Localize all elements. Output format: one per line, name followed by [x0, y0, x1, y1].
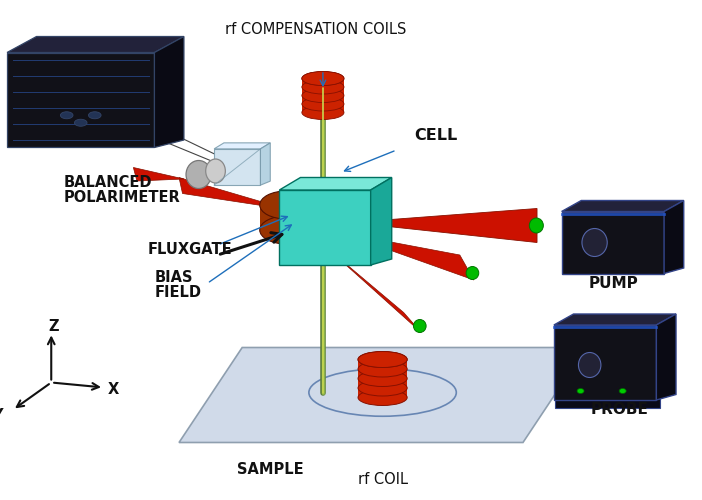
Polygon shape [358, 378, 407, 388]
Polygon shape [358, 360, 407, 369]
Text: FLUXGATE: FLUXGATE [147, 242, 232, 258]
Ellipse shape [358, 361, 407, 377]
Polygon shape [279, 190, 371, 265]
Text: Z: Z [49, 319, 59, 334]
Polygon shape [351, 208, 537, 242]
Polygon shape [554, 314, 676, 325]
Polygon shape [7, 52, 154, 148]
Polygon shape [133, 168, 184, 181]
Polygon shape [554, 325, 656, 400]
Text: rf COMPENSATION COILS: rf COMPENSATION COILS [225, 22, 406, 38]
Polygon shape [260, 205, 313, 230]
Polygon shape [214, 149, 260, 185]
Ellipse shape [358, 390, 407, 406]
Text: FIELD: FIELD [154, 285, 201, 300]
Polygon shape [279, 178, 392, 190]
Ellipse shape [466, 266, 479, 280]
Polygon shape [371, 178, 392, 265]
Text: SAMPLE: SAMPLE [237, 462, 303, 477]
Polygon shape [154, 36, 184, 148]
Ellipse shape [60, 112, 73, 118]
Ellipse shape [88, 112, 101, 118]
Ellipse shape [578, 352, 601, 378]
Ellipse shape [302, 80, 344, 94]
Polygon shape [358, 388, 407, 398]
Polygon shape [302, 87, 344, 96]
Ellipse shape [260, 216, 313, 244]
Text: X: X [108, 382, 119, 397]
Polygon shape [562, 200, 684, 211]
Polygon shape [555, 395, 660, 407]
Polygon shape [302, 96, 344, 104]
Ellipse shape [358, 380, 407, 396]
Text: PROBE: PROBE [590, 402, 648, 417]
Polygon shape [179, 348, 586, 442]
Polygon shape [302, 78, 344, 87]
Polygon shape [664, 200, 684, 274]
Polygon shape [260, 143, 270, 185]
Ellipse shape [74, 119, 87, 126]
Text: BALANCED: BALANCED [63, 175, 152, 190]
Polygon shape [340, 232, 474, 280]
Ellipse shape [302, 72, 344, 86]
Text: CELL: CELL [414, 128, 458, 142]
Ellipse shape [413, 320, 426, 332]
Ellipse shape [302, 106, 344, 120]
Polygon shape [656, 314, 676, 400]
Ellipse shape [302, 72, 344, 86]
Ellipse shape [186, 160, 211, 188]
Ellipse shape [619, 388, 626, 394]
Text: POLARIMETER: POLARIMETER [63, 190, 180, 205]
Polygon shape [562, 212, 664, 274]
Text: rf COIL: rf COIL [357, 472, 408, 488]
Ellipse shape [206, 159, 225, 183]
Polygon shape [358, 369, 407, 378]
Text: Y: Y [0, 408, 2, 424]
Ellipse shape [358, 352, 407, 368]
Text: BIAS: BIAS [154, 270, 193, 285]
Polygon shape [7, 36, 184, 52]
Polygon shape [302, 104, 344, 112]
Ellipse shape [302, 97, 344, 111]
Ellipse shape [577, 388, 584, 394]
Ellipse shape [302, 88, 344, 102]
Ellipse shape [582, 228, 607, 256]
Polygon shape [179, 178, 288, 210]
Text: PUMP: PUMP [589, 276, 638, 291]
Ellipse shape [358, 352, 407, 368]
Ellipse shape [358, 370, 407, 386]
Polygon shape [214, 143, 270, 149]
Ellipse shape [529, 218, 543, 233]
Ellipse shape [260, 191, 313, 219]
Polygon shape [326, 248, 421, 332]
